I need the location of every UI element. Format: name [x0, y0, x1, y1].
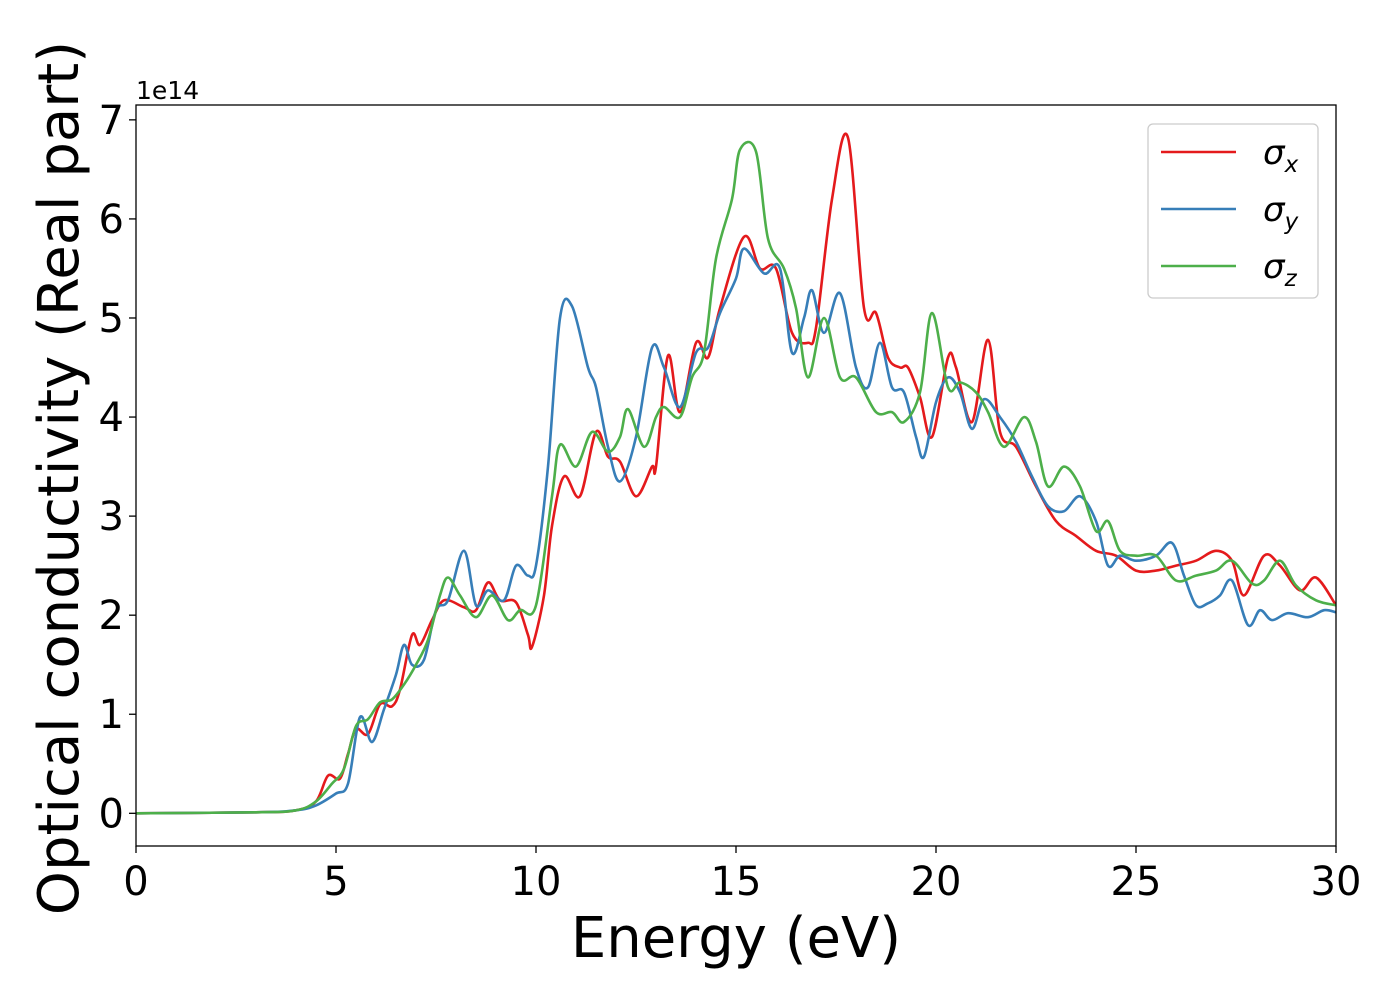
- legend-subscript: x: [1284, 152, 1299, 178]
- x-tick-label: 15: [711, 859, 762, 905]
- x-tick-label: 10: [511, 859, 562, 905]
- plot-area: [135, 104, 1337, 847]
- y-offset-label: 1e14: [136, 76, 199, 105]
- legend-label-sigma-z: σz: [1263, 247, 1298, 292]
- legend-symbol: σ: [1263, 247, 1286, 287]
- series-line-sigma-x: [136, 132, 1336, 815]
- legend-label-sigma-y: σy: [1263, 190, 1299, 235]
- y-tick-label: 3: [99, 494, 124, 540]
- x-tick-label: 20: [911, 859, 962, 905]
- y-tick-label: 6: [99, 197, 124, 243]
- y-tick-label: 2: [99, 593, 124, 639]
- y-axis-ticks: 0 1 2 3 4 5 6 7: [99, 98, 136, 837]
- series-layer: [136, 132, 1336, 815]
- y-axis-title: Optical conductivity (Real part): [27, 41, 92, 915]
- y-tick-label: 4: [99, 395, 124, 441]
- x-tick-label: 30: [1311, 859, 1362, 905]
- legend-symbol: σ: [1263, 190, 1286, 230]
- series-line-sigma-z: [136, 140, 1336, 815]
- x-tick-label: 5: [323, 859, 348, 905]
- y-tick-label: 0: [99, 791, 124, 837]
- x-axis-title: Energy (eV): [571, 906, 901, 971]
- legend-box: [1147, 123, 1319, 299]
- legend-symbol: σ: [1263, 133, 1286, 173]
- legend-subscript: y: [1284, 209, 1299, 235]
- y-tick-label: 1: [99, 692, 124, 738]
- legend-label-sigma-x: σx: [1263, 133, 1299, 178]
- y-tick-label: 5: [99, 296, 124, 342]
- y-tick-label: 7: [99, 98, 124, 144]
- x-tick-label: 0: [123, 859, 148, 905]
- x-tick-label: 25: [1111, 859, 1162, 905]
- legend-subscript: z: [1284, 266, 1298, 292]
- x-axis-ticks: 0 5 10 15 20 25 30: [123, 846, 1361, 905]
